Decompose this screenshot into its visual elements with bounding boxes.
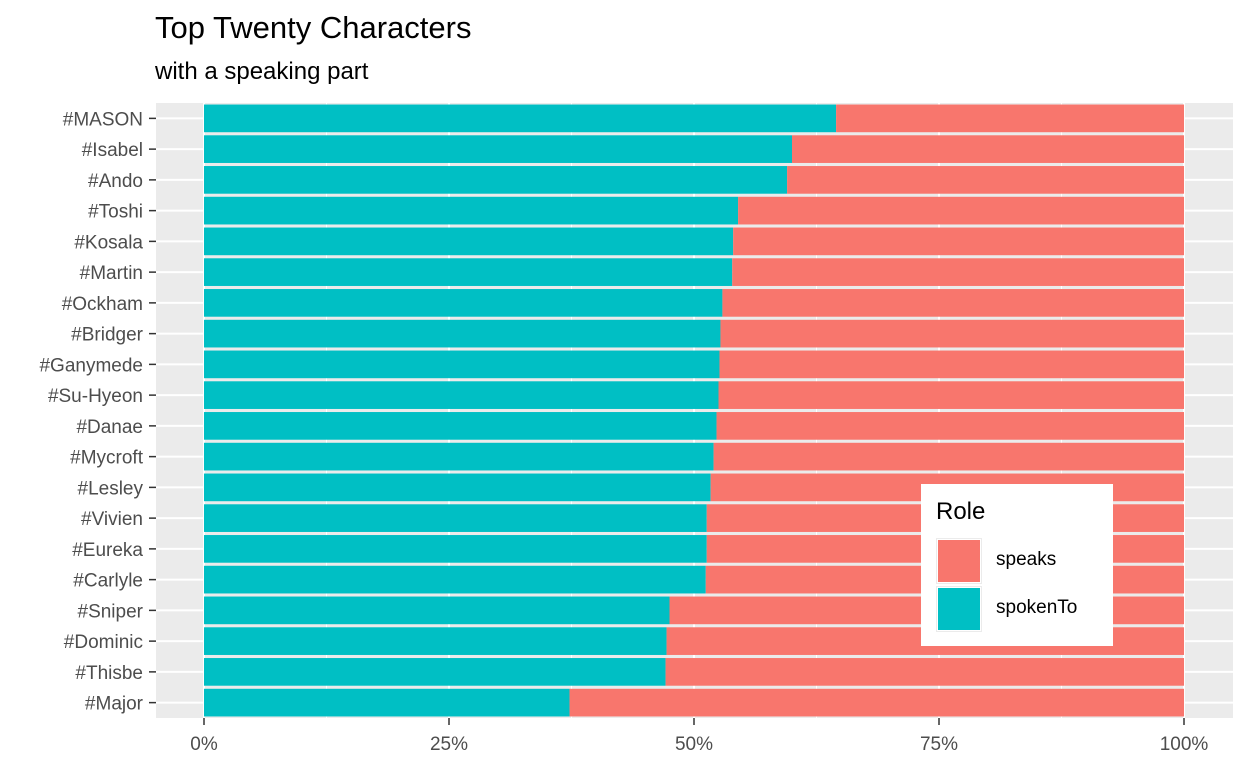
bar-spokento	[204, 627, 667, 655]
bar-speaks	[787, 166, 1184, 194]
y-tick-label: #Danae	[76, 417, 143, 438]
bar-spokento	[204, 381, 719, 409]
legend-label-speaks: speaks	[996, 549, 1057, 570]
y-tick-label: #Dominic	[64, 632, 143, 653]
bar-spokento	[204, 289, 723, 317]
legend: Role speaks spokenTo	[921, 484, 1113, 646]
x-tick-label: 75%	[920, 734, 958, 755]
y-tick-label: #Martin	[80, 263, 143, 284]
y-tick-label: #Ganymede	[39, 355, 143, 376]
legend-item-speaks: speaks	[936, 538, 1111, 584]
bar-spokento	[204, 688, 570, 717]
y-tick-label: #Ando	[88, 171, 143, 192]
bar-spokento	[204, 104, 837, 133]
bar-spokento	[204, 319, 721, 348]
bar-spokento	[204, 166, 788, 194]
y-tick-label: #Thisbe	[75, 663, 143, 684]
bar-speaks	[792, 135, 1184, 163]
x-tick-label: 50%	[675, 734, 713, 755]
y-tick-label: #Bridger	[71, 325, 143, 346]
chart-title: Top Twenty Characters	[155, 10, 472, 45]
bar-speaks	[732, 258, 1184, 286]
x-tick-label: 0%	[190, 734, 218, 755]
y-tick-label: #Kosala	[74, 232, 143, 253]
bar-speaks	[569, 688, 1184, 717]
y-tick-label: #Major	[85, 694, 144, 715]
bar-spokento	[204, 196, 739, 225]
legend-key-background	[936, 586, 982, 632]
bar-speaks	[836, 104, 1184, 133]
bar-spokento	[204, 412, 717, 440]
y-tick-label: #Carlyle	[73, 571, 143, 592]
y-tick-label: #Isabel	[82, 140, 143, 161]
y-tick-label: #Ockham	[62, 294, 143, 315]
y-tick-label: #MASON	[63, 109, 143, 130]
legend-swatch-spokento	[937, 587, 981, 631]
bar-spokento	[204, 535, 707, 563]
legend-title: Role	[936, 498, 986, 525]
bar-spokento	[204, 565, 706, 594]
bar-speaks	[716, 412, 1184, 440]
bar-speaks	[665, 658, 1184, 686]
y-tick-label: #Eureka	[72, 540, 143, 561]
bar-spokento	[204, 658, 666, 686]
bar-spokento	[204, 227, 734, 256]
bar-spokento	[204, 350, 720, 379]
bar-speaks	[719, 350, 1184, 379]
y-tick-label: #Sniper	[78, 601, 144, 622]
chart-subtitle: with a speaking part	[155, 58, 369, 85]
y-tick-label: #Toshi	[88, 202, 143, 223]
y-tick-label: #Lesley	[78, 478, 144, 499]
legend-item-spokento: spokenTo	[936, 586, 1111, 632]
legend-label-spokento: spokenTo	[996, 597, 1078, 618]
legend-key-background	[936, 538, 982, 584]
bar-spokento	[204, 473, 711, 502]
bar-speaks	[720, 319, 1184, 348]
bar-spokento	[204, 135, 792, 163]
y-tick-label: #Mycroft	[70, 448, 144, 469]
x-tick-label: 100%	[1160, 734, 1209, 755]
bar-speaks	[713, 442, 1184, 471]
bar-spokento	[204, 442, 714, 471]
bar-speaks	[733, 227, 1184, 256]
x-tick-label: 25%	[430, 734, 468, 755]
bar-speaks	[718, 381, 1184, 409]
bar-spokento	[204, 258, 733, 286]
bar-speaks	[738, 196, 1184, 225]
bar-speaks	[722, 289, 1184, 317]
legend-swatch-speaks	[937, 539, 981, 583]
y-tick-label: #Su-Hyeon	[48, 386, 143, 407]
bar-spokento	[204, 596, 670, 625]
bar-spokento	[204, 504, 707, 532]
y-tick-label: #Vivien	[81, 509, 143, 530]
